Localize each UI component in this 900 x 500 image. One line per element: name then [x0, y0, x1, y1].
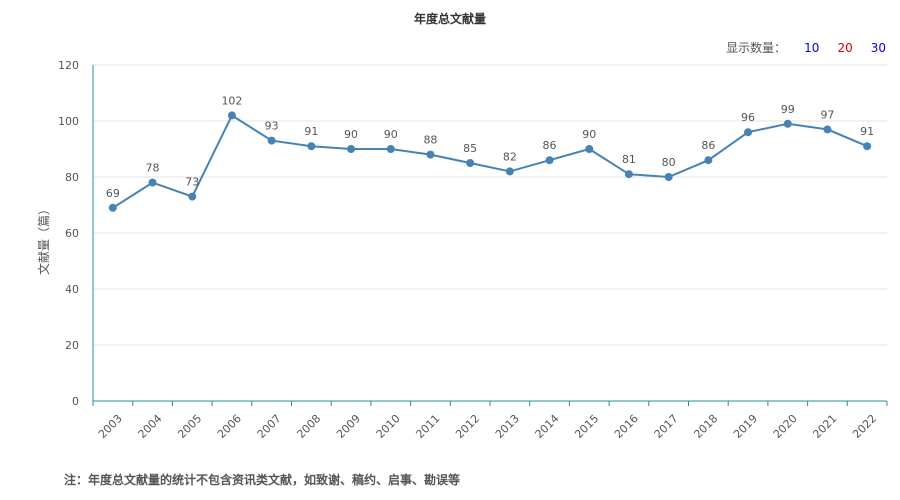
data-point [267, 136, 276, 145]
x-tick-label: 2004 [136, 412, 165, 441]
data-point [347, 145, 356, 153]
data-point [108, 203, 117, 212]
data-point [466, 159, 475, 167]
data-point [545, 156, 554, 165]
x-tick-label: 2014 [533, 412, 562, 441]
y-tick-label: 80 [65, 171, 79, 184]
data-label: 99 [781, 103, 795, 116]
display-count-option-10[interactable]: 10 [804, 40, 820, 55]
x-tick-label: 2015 [572, 412, 601, 441]
y-tick-label: 100 [58, 115, 79, 128]
data-point [307, 142, 316, 151]
data-label: 80 [662, 156, 676, 169]
data-label: 102 [221, 94, 242, 107]
x-tick-label: 2012 [453, 412, 482, 441]
data-point [188, 192, 197, 201]
data-label: 90 [344, 128, 358, 141]
data-label: 78 [146, 162, 160, 175]
data-label: 85 [463, 142, 477, 155]
data-point [863, 142, 872, 151]
x-tick-label: 2005 [175, 412, 204, 441]
y-axis-title: 文献量（篇） [36, 203, 51, 275]
data-point [386, 145, 395, 153]
series-line [112, 113, 868, 209]
data-label: 90 [384, 128, 398, 141]
chart-title: 年度总文献量 [413, 12, 486, 26]
data-label: 81 [622, 153, 636, 166]
x-tick-label: 2011 [413, 412, 442, 441]
data-label: 86 [543, 139, 557, 152]
data-label: 82 [503, 150, 517, 163]
data-label: 91 [304, 125, 318, 138]
x-tick-label: 2010 [374, 412, 403, 441]
x-tick-label: 2018 [691, 412, 720, 441]
data-point [704, 156, 713, 165]
footnote: 注：年度总文献量的统计不包含资讯类文献，如致谢、稿约、启事、勘误等 [64, 473, 461, 487]
x-tick-label: 2019 [731, 412, 760, 441]
x-tick-label: 2021 [810, 412, 839, 441]
x-tick-label: 2020 [771, 412, 800, 441]
y-tick-label: 0 [72, 395, 79, 408]
y-tick-label: 120 [58, 59, 79, 72]
display-count-option-30[interactable]: 30 [870, 40, 886, 55]
display-count-option-20[interactable]: 20 [837, 40, 853, 55]
data-label: 91 [860, 125, 874, 138]
y-tick-label: 60 [65, 227, 79, 240]
data-label: 97 [820, 108, 834, 121]
data-label: 93 [265, 120, 279, 133]
x-tick-label: 2006 [215, 412, 244, 441]
data-point [823, 125, 832, 134]
data-label: 88 [423, 134, 437, 147]
x-tick-label: 2003 [96, 412, 125, 441]
data-label: 96 [741, 111, 755, 124]
data-point [783, 119, 792, 128]
x-tick-label: 2022 [850, 412, 879, 441]
data-point [227, 111, 236, 120]
data-point [744, 128, 753, 137]
data-point [664, 173, 673, 181]
data-point [585, 145, 594, 153]
x-tick-label: 2016 [612, 412, 641, 441]
x-tick-label: 2017 [652, 412, 681, 441]
display-count-selector: 显示数量： 10 20 30 [726, 39, 886, 56]
x-tick-label: 2013 [493, 412, 522, 441]
data-point [505, 167, 514, 176]
data-point [426, 150, 435, 159]
x-tick-label: 2007 [255, 412, 284, 441]
x-tick-label: 2008 [294, 412, 323, 441]
y-tick-label: 20 [65, 339, 79, 352]
x-tick-label: 2009 [334, 412, 363, 441]
data-point [624, 170, 633, 179]
data-label: 86 [701, 139, 715, 152]
data-label: 73 [185, 176, 199, 189]
data-label: 69 [106, 187, 120, 200]
data-label: 90 [582, 128, 596, 141]
display-count-label: 显示数量： [726, 41, 787, 55]
data-point [148, 178, 157, 187]
y-tick-label: 40 [65, 283, 79, 296]
